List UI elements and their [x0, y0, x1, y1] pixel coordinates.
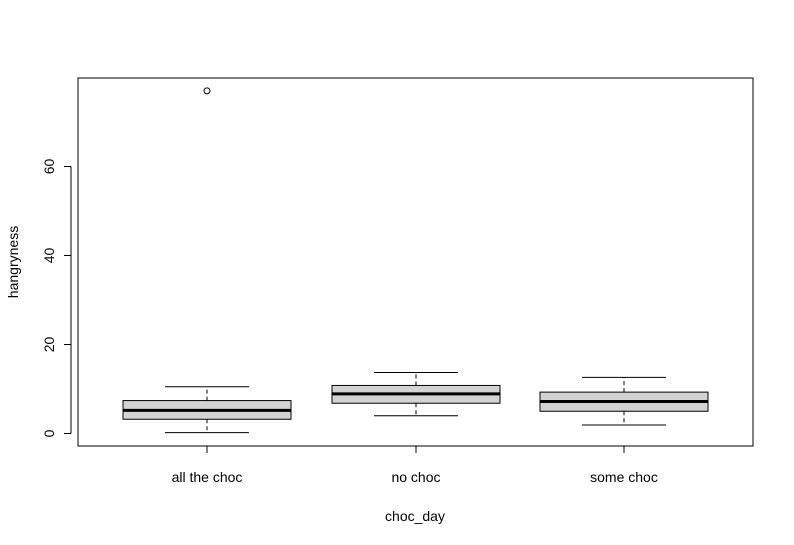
outlier-point — [203, 87, 211, 95]
x-tick-label: all the choc — [172, 469, 243, 485]
y-tick-label: 20 — [41, 337, 57, 353]
box-0 — [122, 87, 292, 434]
y-tick-label: 40 — [41, 248, 57, 264]
box-1 — [331, 372, 501, 417]
x-axis: all the choc no choc some choc — [172, 445, 658, 485]
y-tick-label: 60 — [41, 159, 57, 175]
y-tick-label: 0 — [41, 429, 57, 437]
x-tick-label: some choc — [590, 469, 658, 485]
x-tick-label: no choc — [391, 469, 440, 485]
box-2 — [539, 376, 709, 426]
x-axis-label: choc_day — [385, 508, 445, 524]
boxes-group — [122, 87, 709, 434]
y-axis: 0 20 40 60 — [41, 159, 72, 437]
y-axis-label: hangryness — [5, 226, 21, 298]
